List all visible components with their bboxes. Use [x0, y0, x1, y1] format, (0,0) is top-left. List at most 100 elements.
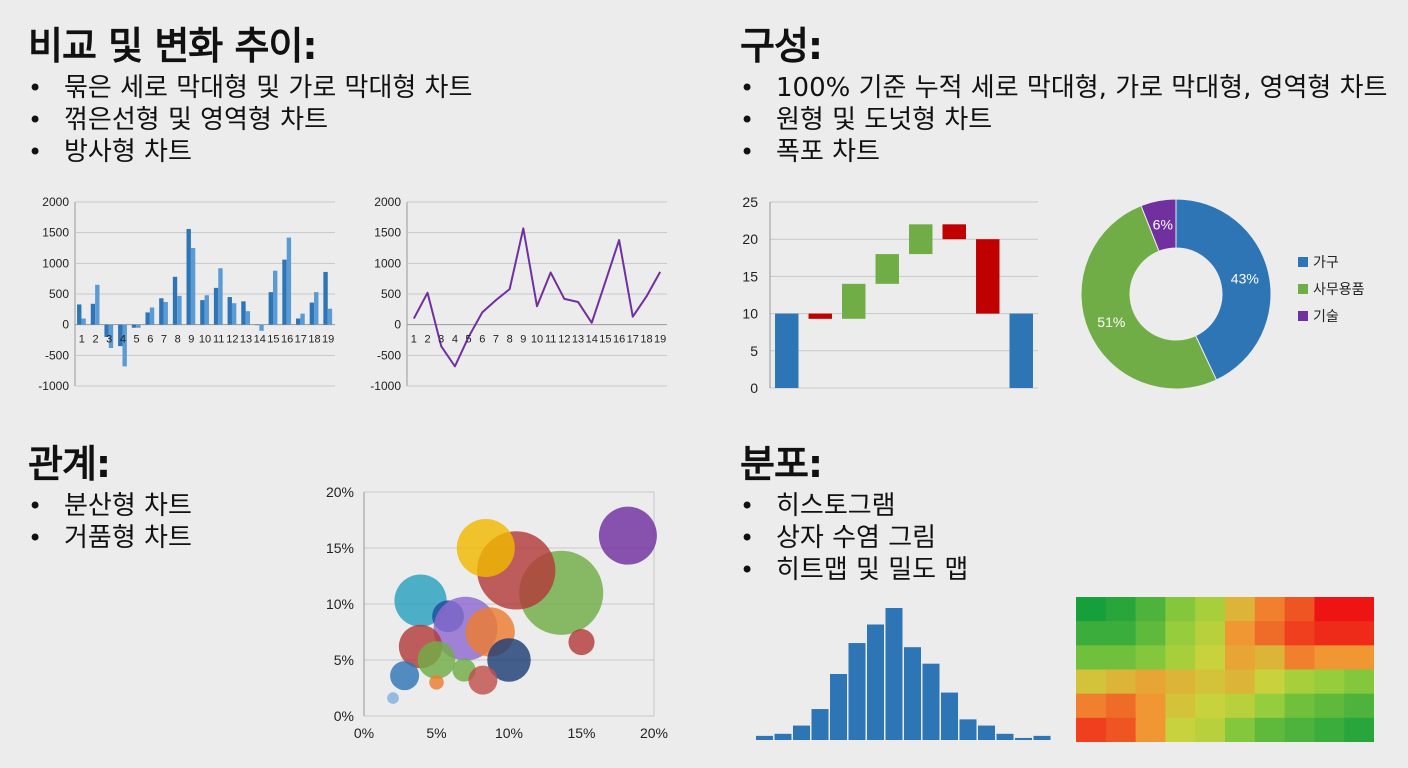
histogram-bar: [1015, 737, 1032, 740]
y-tick-label: 1500: [374, 226, 401, 240]
histogram-bar: [774, 733, 792, 740]
x-tick-label: 15: [599, 334, 611, 346]
x-tick-label: 13: [240, 334, 252, 346]
bullet-item: 묶은 세로 막대형 및 가로 막대형 차트: [28, 72, 472, 104]
bullet-item: 꺾은선형 및 영역형 차트: [28, 104, 472, 136]
heatmap-cell: [1314, 717, 1345, 742]
x-tick-label: 2: [92, 334, 98, 346]
section-distribution: 분포: 히스토그램 상자 수염 그림 히트맵 및 밀도 맵: [740, 442, 968, 586]
x-tick-label: 5: [134, 334, 140, 346]
y-tick-label: 15: [742, 268, 758, 284]
x-tick-label: 10: [531, 334, 543, 346]
x-tick-label: 16: [613, 334, 625, 346]
section-relationship: 관계: 분산형 차트 거품형 차트: [28, 442, 192, 554]
heatmap-cell: [1254, 645, 1286, 670]
bar: [323, 271, 328, 325]
heatmap-cell: [1284, 621, 1315, 646]
x-tick-label: 18: [308, 334, 320, 346]
heatmap-cell: [1135, 669, 1166, 695]
bubble: [387, 692, 399, 704]
heatmap-cell: [1135, 693, 1166, 719]
histogram-bar: [885, 608, 903, 740]
y-tick-label: 25: [742, 194, 758, 210]
x-tick-label: 7: [493, 334, 499, 346]
y-tick-label: 15%: [326, 540, 354, 556]
bar: [159, 298, 164, 325]
heatmap-cell: [1165, 597, 1196, 622]
y-tick-label: 1500: [42, 226, 69, 240]
y-tick-label: 2000: [374, 195, 401, 209]
bar: [213, 287, 219, 325]
x-tick-label: 6: [479, 334, 485, 346]
bullet-item: 100% 기준 누적 세로 막대형, 가로 막대형, 영역형 차트: [740, 72, 1387, 104]
heatmap-cell: [1344, 597, 1374, 622]
bar: [314, 292, 319, 325]
bullet-list-comparison: 묶은 세로 막대형 및 가로 막대형 차트 꺾은선형 및 영역형 차트 방사형 …: [28, 72, 472, 168]
histogram-bar: [941, 692, 958, 740]
x-tick-label: 8: [507, 334, 513, 346]
histogram-bar: [1033, 735, 1051, 740]
x-tick-label: 1: [411, 334, 417, 346]
waterfall-bar-increase: [875, 254, 899, 284]
heatmap-cell: [1254, 693, 1286, 719]
heatmap-cell: [1225, 669, 1256, 695]
x-tick-label: 16: [281, 334, 293, 346]
x-tick-label: 19: [654, 334, 666, 346]
heatmap-cell: [1314, 621, 1345, 646]
x-tick-label: 3: [106, 334, 112, 346]
heatmap-cell: [1076, 621, 1107, 646]
legend-label: 사무용품: [1313, 281, 1365, 297]
x-tick-label: 9: [520, 334, 526, 346]
histogram-bar: [904, 647, 921, 740]
x-tick-label: 14: [586, 334, 598, 346]
bar: [245, 311, 251, 325]
heading-comparison: 비교 및 변화 추이:: [28, 24, 318, 68]
heatmap-cell: [1225, 717, 1256, 742]
bar: [327, 308, 333, 325]
bubble: [429, 675, 444, 690]
bar: [259, 324, 264, 331]
donut-data-label: 51%: [1097, 314, 1125, 330]
heatmap-cell: [1165, 621, 1196, 646]
bubble: [468, 665, 498, 695]
bullet-item: 분산형 차트: [28, 490, 192, 522]
x-tick-label: 6: [147, 334, 153, 346]
bar: [254, 324, 260, 326]
x-tick-label: 17: [627, 334, 639, 346]
x-tick-label: 19: [322, 334, 334, 346]
bar: [95, 284, 100, 325]
bullet-item: 원형 및 도넛형 차트: [740, 104, 1387, 136]
y-tick-label: 0%: [334, 708, 354, 724]
donut-slice: [1140, 198, 1177, 252]
heatmap-cell: [1135, 597, 1166, 622]
heatmap-cell: [1344, 693, 1374, 719]
heatmap-cell: [1105, 597, 1137, 622]
x-tick-label: 0%: [354, 725, 374, 741]
heatmap-cell: [1076, 717, 1107, 742]
heatmap-cell: [1344, 621, 1374, 646]
waterfall-bar-increase: [842, 283, 866, 319]
heatmap-cell: [1284, 597, 1315, 622]
legend-swatch: [1298, 284, 1308, 294]
section-comparison: 비교 및 변화 추이: 묶은 세로 막대형 및 가로 막대형 차트 꺾은선형 및…: [28, 24, 472, 168]
x-tick-label: 1: [79, 334, 85, 346]
legend-swatch: [1298, 311, 1308, 321]
bar: [309, 302, 315, 325]
bullet-item: 상자 수염 그림: [740, 522, 968, 554]
waterfall-bar-total: [775, 313, 799, 388]
heatmap-cell: [1076, 645, 1107, 670]
bullet-list-relationship: 분산형 차트 거품형 차트: [28, 490, 192, 554]
x-tick-label: 3: [438, 334, 444, 346]
x-tick-label: 13: [572, 334, 584, 346]
y-tick-label: 20%: [326, 484, 354, 500]
legend-label: 가구: [1313, 254, 1339, 270]
heading-distribution: 분포:: [740, 442, 823, 486]
x-tick-label: 15%: [567, 725, 595, 741]
bar: [190, 248, 196, 325]
heatmap-cell: [1195, 645, 1226, 670]
heatmap-chart: [1076, 597, 1374, 742]
bubble: [417, 641, 456, 679]
donut-data-label: 6%: [1153, 217, 1173, 233]
